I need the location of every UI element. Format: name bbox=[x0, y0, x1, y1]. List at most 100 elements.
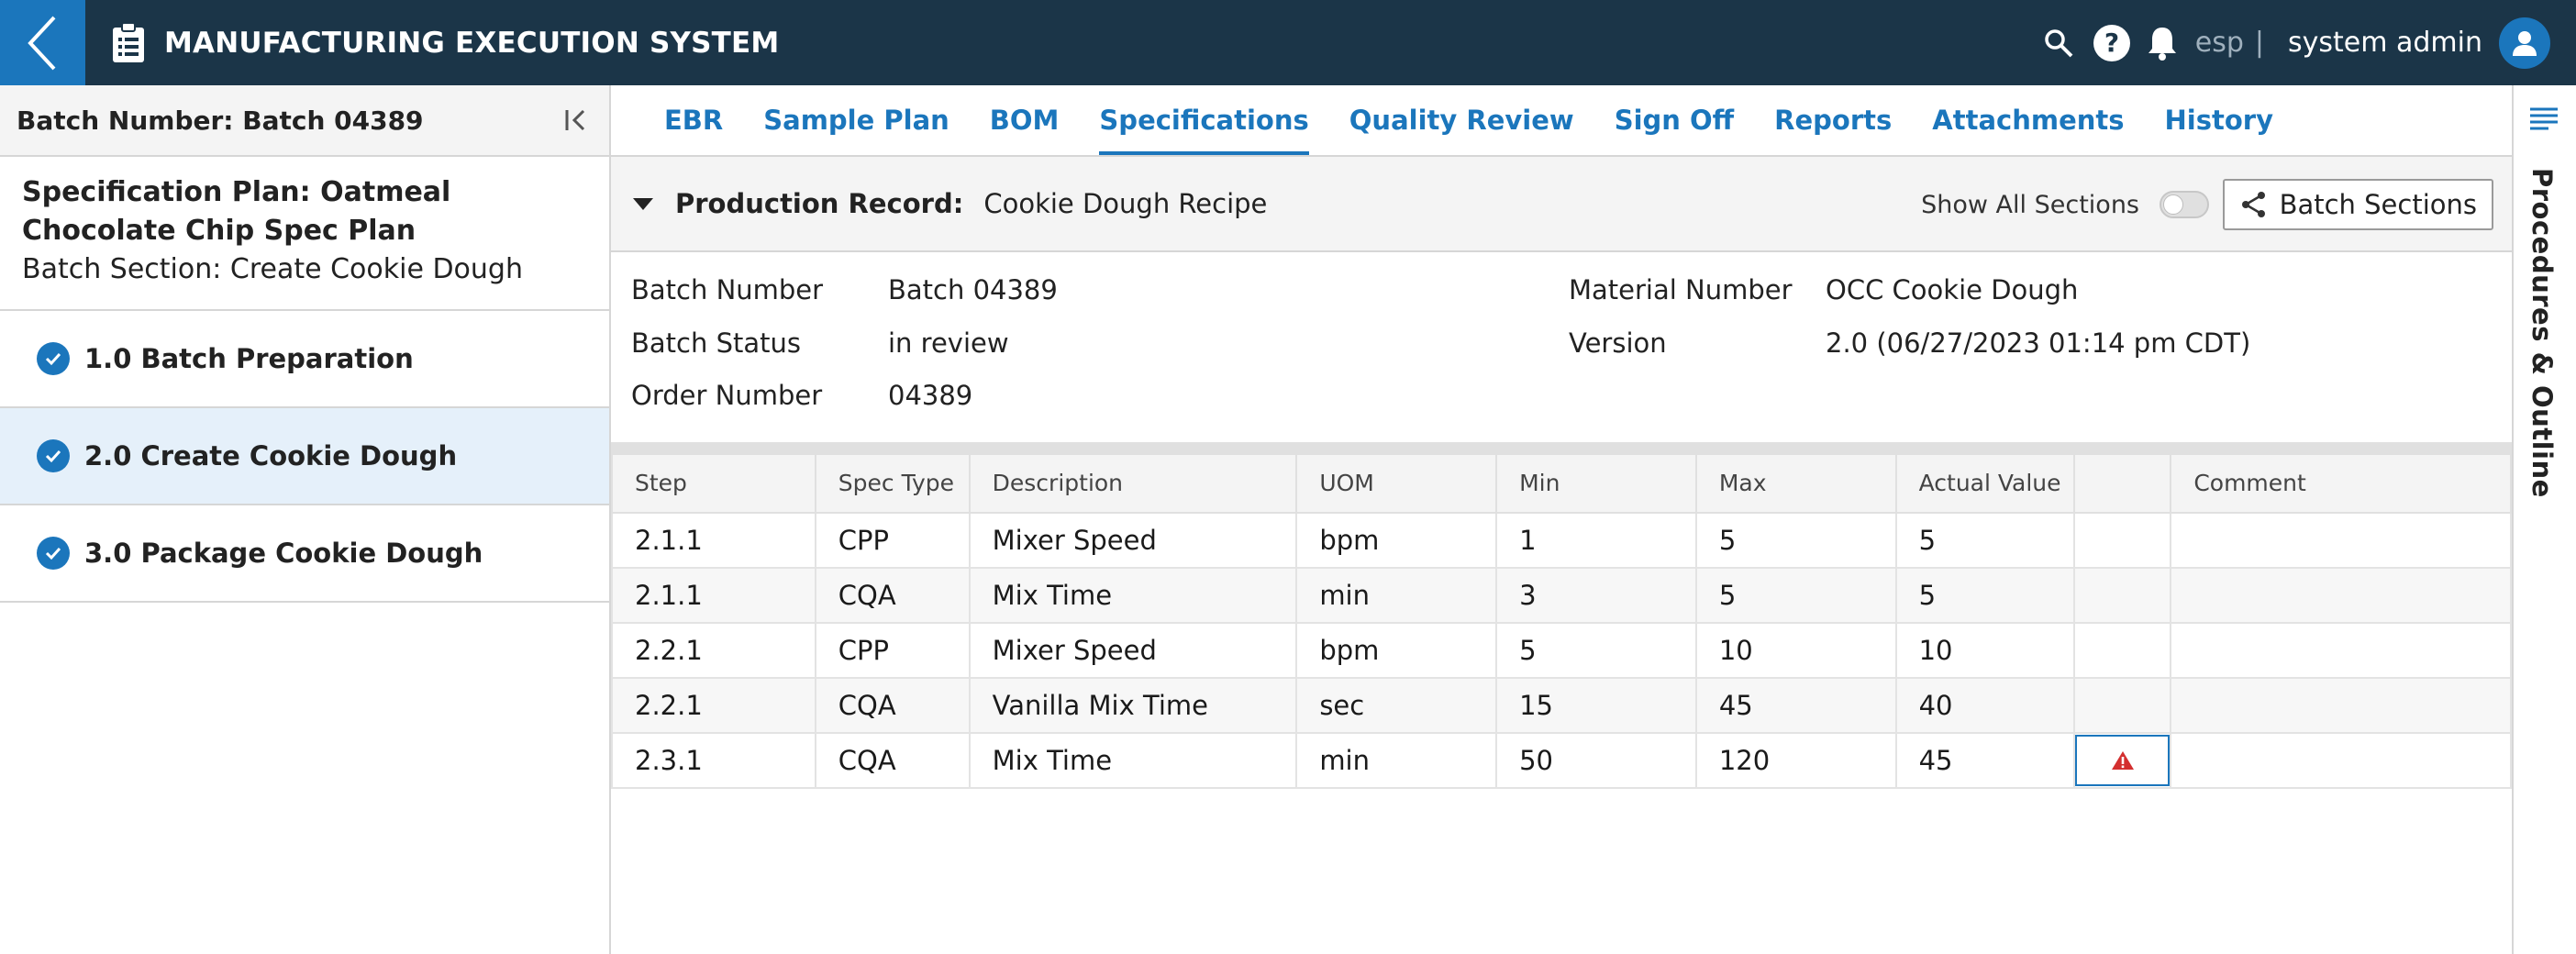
table-row[interactable]: 2.3.1 CQA Mix Time min 50 120 45 bbox=[611, 732, 2512, 789]
cell-min: 15 bbox=[1495, 677, 1697, 734]
cell-uom: bpm bbox=[1295, 512, 1498, 569]
tab-sign-off[interactable]: Sign Off bbox=[1614, 105, 1735, 136]
cell-max: 45 bbox=[1694, 677, 1897, 734]
nav-item-create-cookie-dough[interactable]: 2.0 Create Cookie Dough bbox=[0, 408, 609, 505]
info-label: Batch Number bbox=[631, 274, 824, 305]
cell-description: Mix Time bbox=[968, 732, 1298, 789]
cell-comment bbox=[2170, 567, 2512, 624]
cell-flag bbox=[2073, 622, 2172, 679]
column-header-max[interactable]: Max bbox=[1694, 453, 1897, 514]
nav-item-package-cookie-dough[interactable]: 3.0 Package Cookie Dough bbox=[0, 505, 609, 603]
column-header-uom[interactable]: UOM bbox=[1295, 453, 1498, 514]
column-header-description[interactable]: Description bbox=[968, 453, 1298, 514]
cell-max: 5 bbox=[1694, 567, 1897, 624]
production-record-value: Cookie Dough Recipe bbox=[983, 188, 1268, 219]
show-all-sections-toggle[interactable] bbox=[2160, 191, 2209, 218]
info-label: Material Number bbox=[1569, 274, 1793, 305]
out-of-spec-flag[interactable] bbox=[2075, 735, 2171, 786]
cell-spec-type: CQA bbox=[814, 732, 971, 789]
info-order-number: Order Number 04389 bbox=[631, 380, 972, 411]
cell-step: 2.1.1 bbox=[611, 567, 816, 624]
cell-max: 10 bbox=[1694, 622, 1897, 679]
cell-description: Mixer Speed bbox=[968, 622, 1298, 679]
cell-max: 5 bbox=[1694, 512, 1897, 569]
caret-down-icon[interactable] bbox=[633, 197, 653, 210]
cell-comment bbox=[2170, 677, 2512, 734]
cell-uom: bpm bbox=[1295, 622, 1498, 679]
info-material-number: Material Number OCC Cookie Dough bbox=[1569, 274, 2078, 305]
batch-info: Batch Number Batch 04389 Batch Status in… bbox=[611, 252, 2512, 434]
cell-uom: sec bbox=[1295, 677, 1498, 734]
search-icon[interactable] bbox=[2043, 28, 2074, 59]
clipboard-icon bbox=[109, 21, 148, 65]
cell-step: 2.2.1 bbox=[611, 677, 816, 734]
info-value: in review bbox=[888, 327, 1009, 359]
section-divider bbox=[611, 442, 2512, 453]
table-header-row: Step Spec Type Description UOM Min Max A… bbox=[611, 453, 2512, 514]
share-icon bbox=[2241, 192, 2265, 217]
cell-spec-type: CPP bbox=[814, 512, 971, 569]
tab-ebr[interactable]: EBR bbox=[664, 105, 724, 136]
column-header-flag bbox=[2073, 453, 2172, 514]
collapse-panel-button[interactable] bbox=[560, 104, 593, 137]
avatar[interactable] bbox=[2499, 17, 2550, 69]
procedures-outline-panel[interactable]: Procedures & Outline bbox=[2512, 85, 2576, 954]
column-header-spec-type[interactable]: Spec Type bbox=[814, 453, 971, 514]
header-separator: | bbox=[2254, 27, 2264, 59]
info-label: Order Number bbox=[631, 380, 823, 411]
nav-item-batch-preparation[interactable]: 1.0 Batch Preparation bbox=[0, 311, 609, 408]
back-button[interactable] bbox=[0, 0, 85, 85]
cell-flag bbox=[2073, 512, 2172, 569]
table-row[interactable]: 2.2.1 CQA Vanilla Mix Time sec 15 45 40 bbox=[611, 677, 2512, 734]
bell-icon[interactable] bbox=[2146, 25, 2179, 61]
table-row[interactable]: 2.1.1 CPP Mixer Speed bpm 1 5 5 bbox=[611, 512, 2512, 569]
spec-plan-title: Specification Plan: Oatmeal Chocolate Ch… bbox=[22, 176, 451, 247]
specifications-table: Step Spec Type Description UOM Min Max A… bbox=[611, 453, 2512, 954]
cell-min: 3 bbox=[1495, 567, 1697, 624]
tab-attachments[interactable]: Attachments bbox=[1932, 105, 2125, 136]
cell-flag[interactable] bbox=[2073, 732, 2172, 789]
cell-spec-type: CQA bbox=[814, 677, 971, 734]
batch-section-label: Batch Section: Create Cookie Dough bbox=[22, 253, 523, 285]
cell-comment bbox=[2170, 512, 2512, 569]
batch-sections-button[interactable]: Batch Sections bbox=[2222, 179, 2493, 230]
tab-bom[interactable]: BOM bbox=[989, 105, 1060, 136]
tab-sample-plan[interactable]: Sample Plan bbox=[763, 105, 949, 136]
info-value: Batch 04389 bbox=[888, 274, 1058, 305]
cell-step: 2.1.1 bbox=[611, 512, 816, 569]
tab-history[interactable]: History bbox=[2164, 105, 2273, 136]
column-header-min[interactable]: Min bbox=[1495, 453, 1697, 514]
show-all-sections: Show All Sections bbox=[1921, 157, 2209, 252]
column-header-step[interactable]: Step bbox=[611, 453, 816, 514]
left-panel: Batch Number: Batch 04389 Specification … bbox=[0, 85, 611, 954]
column-header-actual-value[interactable]: Actual Value bbox=[1894, 453, 2076, 514]
batch-header: Batch Number: Batch 04389 bbox=[0, 85, 609, 157]
tab-specifications[interactable]: Specifications bbox=[1099, 85, 1309, 155]
top-header: MANUFACTURING EXECUTION SYSTEM ? esp | s… bbox=[0, 0, 2576, 85]
column-header-comment[interactable]: Comment bbox=[2170, 453, 2512, 514]
table-row[interactable]: 2.2.1 CPP Mixer Speed bpm 5 10 10 bbox=[611, 622, 2512, 679]
table-row[interactable]: 2.1.1 CQA Mix Time min 3 5 5 bbox=[611, 567, 2512, 624]
tab-reports[interactable]: Reports bbox=[1774, 105, 1893, 136]
info-batch-status: Batch Status in review bbox=[631, 327, 1009, 359]
nav-item-label: 1.0 Batch Preparation bbox=[84, 343, 414, 374]
info-value: 04389 bbox=[888, 380, 973, 411]
cell-spec-type: CQA bbox=[814, 567, 971, 624]
cell-comment bbox=[2170, 622, 2512, 679]
cell-actual-value: 5 bbox=[1894, 567, 2076, 624]
cell-min: 5 bbox=[1495, 622, 1697, 679]
nav-item-label: 3.0 Package Cookie Dough bbox=[84, 538, 483, 569]
user-name[interactable]: system admin bbox=[2288, 27, 2482, 59]
cell-actual-value: 45 bbox=[1894, 732, 2076, 789]
cell-description: Mix Time bbox=[968, 567, 1298, 624]
cell-description: Vanilla Mix Time bbox=[968, 677, 1298, 734]
main-content: EBR Sample Plan BOM Specifications Quali… bbox=[611, 85, 2512, 954]
language-selector[interactable]: esp bbox=[2194, 27, 2244, 59]
help-icon[interactable]: ? bbox=[2093, 24, 2131, 62]
info-value: 2.0 (06/27/2023 01:14 pm CDT) bbox=[1826, 327, 2251, 359]
cell-flag bbox=[2073, 567, 2172, 624]
cell-uom: min bbox=[1295, 567, 1498, 624]
cell-min: 50 bbox=[1495, 732, 1697, 789]
tab-quality-review[interactable]: Quality Review bbox=[1349, 105, 1574, 136]
outline-menu-icon[interactable] bbox=[2528, 105, 2559, 137]
